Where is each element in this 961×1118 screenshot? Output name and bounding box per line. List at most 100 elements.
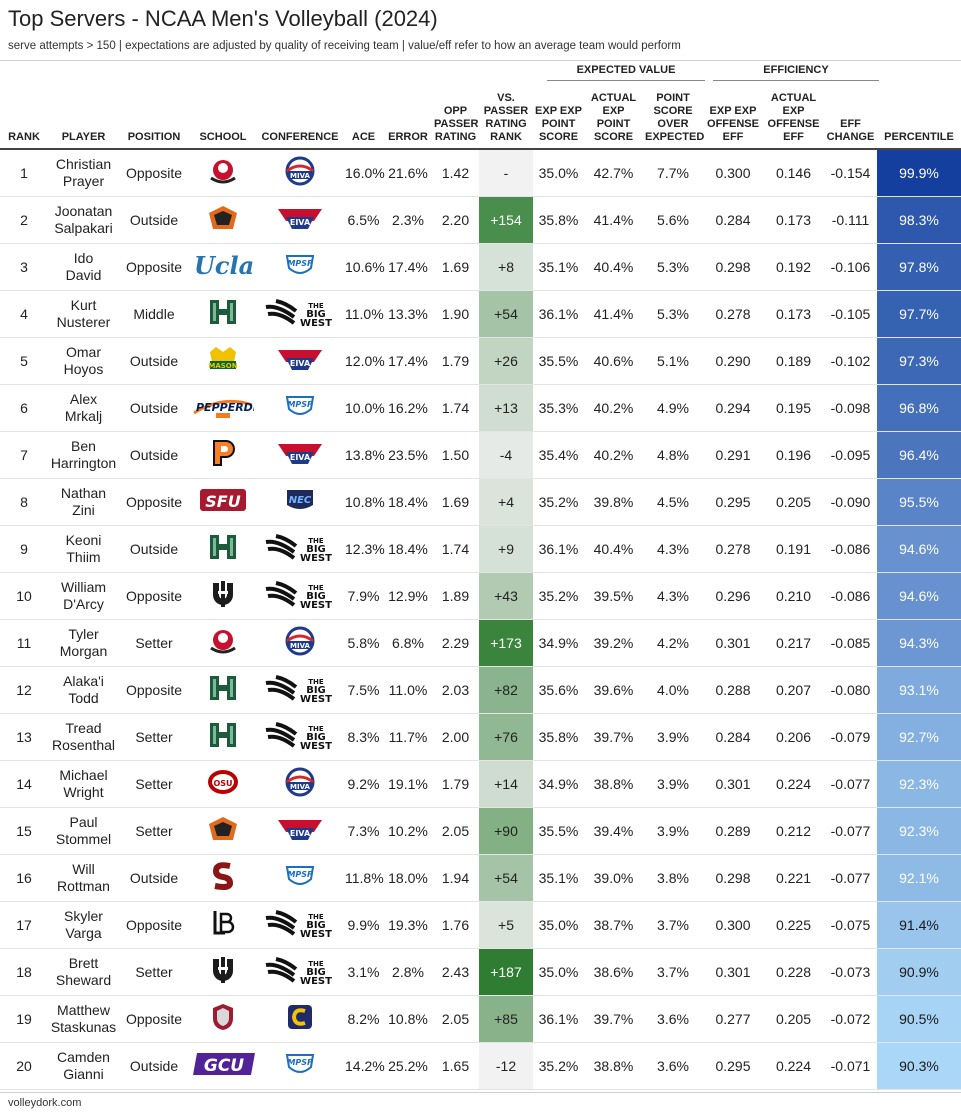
cell-percentile: 90.5% bbox=[877, 995, 961, 1043]
player-first-name: Nathan bbox=[60, 485, 107, 501]
cell-actual-point-score: 41.4% bbox=[584, 196, 643, 244]
cell-actual-offense-eff: 0.192 bbox=[763, 243, 824, 291]
cell-school: MASON bbox=[189, 337, 257, 385]
table-row: 5 Omar Hoyos Outside MASON EIVA 12.0% 17.4% 1.79… bbox=[0, 337, 961, 385]
cell-school: OSU bbox=[189, 760, 257, 808]
cell-vs-passer-rating-rank: +14 bbox=[479, 760, 533, 808]
cell-school bbox=[189, 149, 257, 197]
cell-error: 18.0% bbox=[384, 854, 432, 902]
cell-point-score-over-expected: 5.1% bbox=[643, 337, 703, 385]
cell-point-score-over-expected: 4.2% bbox=[643, 619, 703, 667]
mpsf-logo: MPSF bbox=[283, 861, 317, 895]
cell-player: Joonatan Salpakari bbox=[48, 196, 119, 244]
cell-percentile: 96.4% bbox=[877, 431, 961, 479]
cell-rank: 13 bbox=[0, 713, 48, 761]
cell-actual-offense-eff: 0.210 bbox=[763, 572, 824, 620]
col-rank: RANK bbox=[0, 84, 48, 150]
cell-eff-change: -0.080 bbox=[824, 666, 877, 714]
col-ace: ACE bbox=[343, 84, 384, 150]
cell-conference: THE BIG WEST bbox=[257, 290, 343, 338]
cell-opp-passer-rating: 2.05 bbox=[432, 995, 479, 1043]
cell-rank: 20 bbox=[0, 1042, 48, 1090]
cell-actual-offense-eff: 0.196 bbox=[763, 431, 824, 479]
cell-actual-offense-eff: 0.191 bbox=[763, 525, 824, 573]
cell-percentile: 96.8% bbox=[877, 384, 961, 432]
cell-rank: 18 bbox=[0, 948, 48, 996]
cell-ace: 6.5% bbox=[343, 196, 384, 244]
col-exp-point-score: EXP EXP POINT SCORE bbox=[533, 84, 584, 150]
cell-exp-point-score: 35.5% bbox=[533, 807, 584, 855]
page-subtitle: serve attempts > 150 | expectations are … bbox=[8, 40, 681, 52]
col-actual-point-score: ACTUAL EXP POINT SCORE bbox=[584, 84, 643, 150]
stanford-logo bbox=[210, 861, 236, 895]
group-efficiency: EFFICIENCY bbox=[713, 64, 879, 81]
cell-position: Opposite bbox=[119, 478, 189, 526]
cell-eff-change: -0.102 bbox=[824, 337, 877, 385]
cell-ace: 10.6% bbox=[343, 243, 385, 291]
cell-actual-offense-eff: 0.224 bbox=[763, 760, 824, 808]
cell-percentile: 95.5% bbox=[877, 478, 961, 526]
cell-conference: MPSF bbox=[257, 854, 343, 902]
cell-actual-point-score: 42.7% bbox=[584, 149, 643, 197]
svg-text:WEST: WEST bbox=[300, 318, 332, 327]
table-row: 3 Ido David Opposite Ucla MPSF 10.6% 17.4% 1.69 +… bbox=[0, 243, 961, 291]
hawaii-logo bbox=[207, 532, 239, 566]
col-conference: CONFERENCE bbox=[257, 84, 343, 150]
cell-ace: 13.8% bbox=[343, 431, 385, 479]
cell-eff-change: -0.106 bbox=[824, 243, 877, 291]
cell-position: Setter bbox=[119, 807, 189, 855]
cell-player: Ido David bbox=[48, 243, 119, 291]
table-row: 20 Camden Gianni Outside GCU MPSF 14.2% 25.2% 1.… bbox=[0, 1042, 961, 1090]
svg-text:THE: THE bbox=[308, 302, 324, 310]
cell-position: Outside bbox=[119, 384, 189, 432]
svg-text:Ucla: Ucla bbox=[194, 251, 254, 280]
cell-conference: MIVA bbox=[257, 760, 343, 808]
player-first-name: Alex bbox=[69, 391, 98, 407]
cell-error: 23.5% bbox=[384, 431, 432, 479]
eiva-logo: EIVA bbox=[276, 438, 324, 472]
cell-error: 10.2% bbox=[384, 807, 432, 855]
player-first-name: Ido bbox=[73, 250, 94, 266]
cell-player: Will Rottman bbox=[48, 854, 119, 902]
cell-conference: MIVA bbox=[257, 149, 343, 197]
svg-text:THE: THE bbox=[308, 960, 324, 968]
cell-position: Opposite bbox=[119, 149, 189, 197]
cell-exp-point-score: 35.0% bbox=[533, 901, 584, 949]
cell-actual-offense-eff: 0.189 bbox=[763, 337, 824, 385]
cell-percentile: 91.4% bbox=[877, 901, 961, 949]
cell-conference: THE BIG WEST bbox=[257, 666, 343, 714]
cell-player: Skyler Varga bbox=[48, 901, 119, 949]
cell-position: Opposite bbox=[119, 666, 189, 714]
cell-error: 25.2% bbox=[384, 1042, 432, 1090]
cell-vs-passer-rating-rank: +54 bbox=[479, 290, 533, 338]
cell-actual-offense-eff: 0.173 bbox=[763, 196, 824, 244]
cell-opp-passer-rating: 1.42 bbox=[432, 149, 479, 197]
miva-logo: MIVA bbox=[280, 156, 320, 190]
col-player: PLAYER bbox=[48, 84, 119, 150]
cell-exp-offense-eff: 0.294 bbox=[703, 384, 763, 432]
table-row: 8 Nathan Zini Opposite SFU NEC 10.8% 18.4% 1.69 +… bbox=[0, 478, 961, 526]
svg-text:EIVA: EIVA bbox=[290, 218, 311, 227]
cell-player: William D'Arcy bbox=[48, 572, 119, 620]
cell-opp-passer-rating: 2.20 bbox=[432, 196, 479, 244]
cell-error: 13.3% bbox=[384, 290, 432, 338]
cell-error: 21.6% bbox=[384, 149, 432, 197]
cell-position: Outside bbox=[119, 431, 189, 479]
cell-rank: 9 bbox=[0, 525, 48, 573]
cell-actual-point-score: 40.6% bbox=[584, 337, 643, 385]
svg-text:OSU: OSU bbox=[213, 779, 232, 788]
cell-conference: MPSF bbox=[257, 384, 343, 432]
cell-eff-change: -0.154 bbox=[824, 149, 877, 197]
hawaii-logo bbox=[207, 297, 239, 331]
svg-text:GCU: GCU bbox=[204, 1056, 244, 1076]
cell-school: GCU bbox=[189, 1042, 257, 1090]
col-point-score-over-expected: POINT SCORE OVER EXPECTED bbox=[643, 84, 704, 150]
svg-text:MIVA: MIVA bbox=[290, 783, 311, 791]
svg-text:EIVA: EIVA bbox=[290, 453, 311, 462]
player-first-name: Omar bbox=[66, 344, 101, 360]
table-row: 16 Will Rottman Outside MPSF 11.8% 18.0% 1.94 +5… bbox=[0, 854, 961, 902]
player-first-name: Skyler bbox=[64, 908, 103, 924]
cell-position: Outside bbox=[119, 337, 189, 385]
cell-exp-point-score: 34.9% bbox=[533, 760, 584, 808]
